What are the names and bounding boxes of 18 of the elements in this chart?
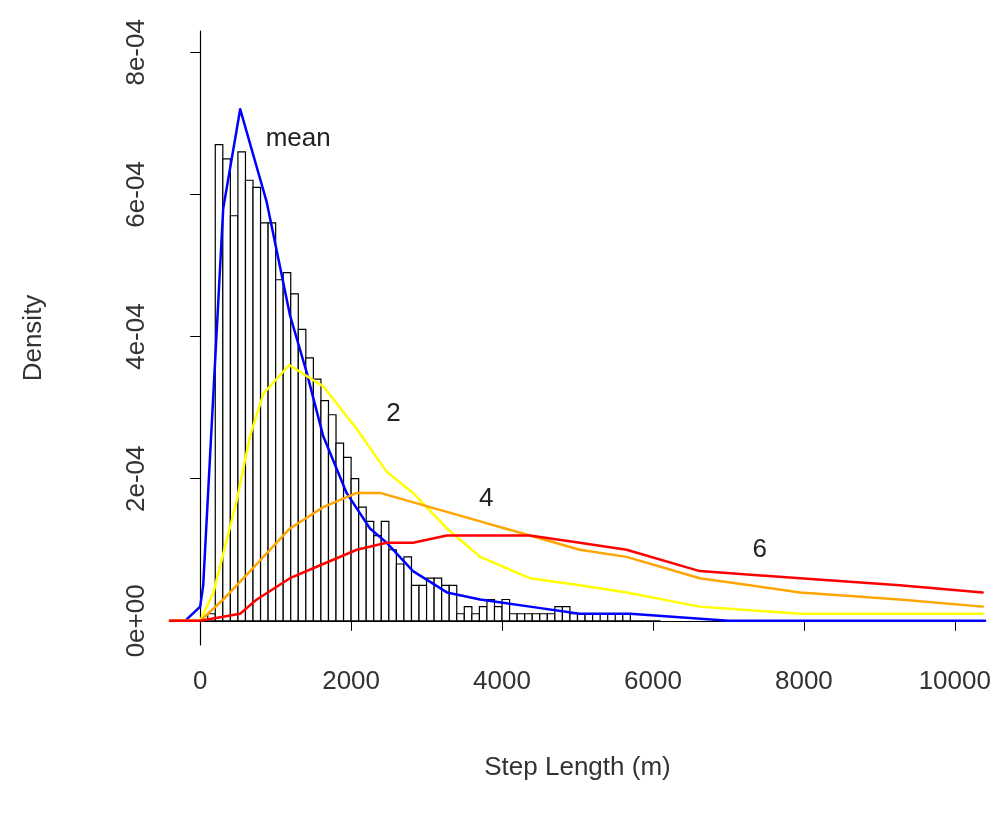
x-tick-label: 8000 [774,665,833,695]
series-label: 4 [478,482,494,513]
series-label: 6 [752,533,767,564]
y-tick-label: 6e-04 [120,161,150,228]
y-tick-label: 4e-04 [120,303,150,370]
x-tick-label: 4000 [473,665,531,695]
x-axis-title: Step Length (m) [484,751,671,781]
y-tick-label: 8e-04 [120,19,150,86]
line-series [168,534,984,623]
y-tick-label: 0e+00 [120,584,150,658]
x-tick-label: 10000 [918,665,991,695]
y-axis-title: Density [17,294,47,382]
series-label: mean [265,122,331,153]
series-label: 2 [386,396,401,427]
y-tick-label: 2e-04 [120,445,150,512]
x-tick-label: 2000 [322,665,381,695]
x-tick-label: 6000 [624,665,682,695]
x-tick-label: 0 [192,665,208,695]
